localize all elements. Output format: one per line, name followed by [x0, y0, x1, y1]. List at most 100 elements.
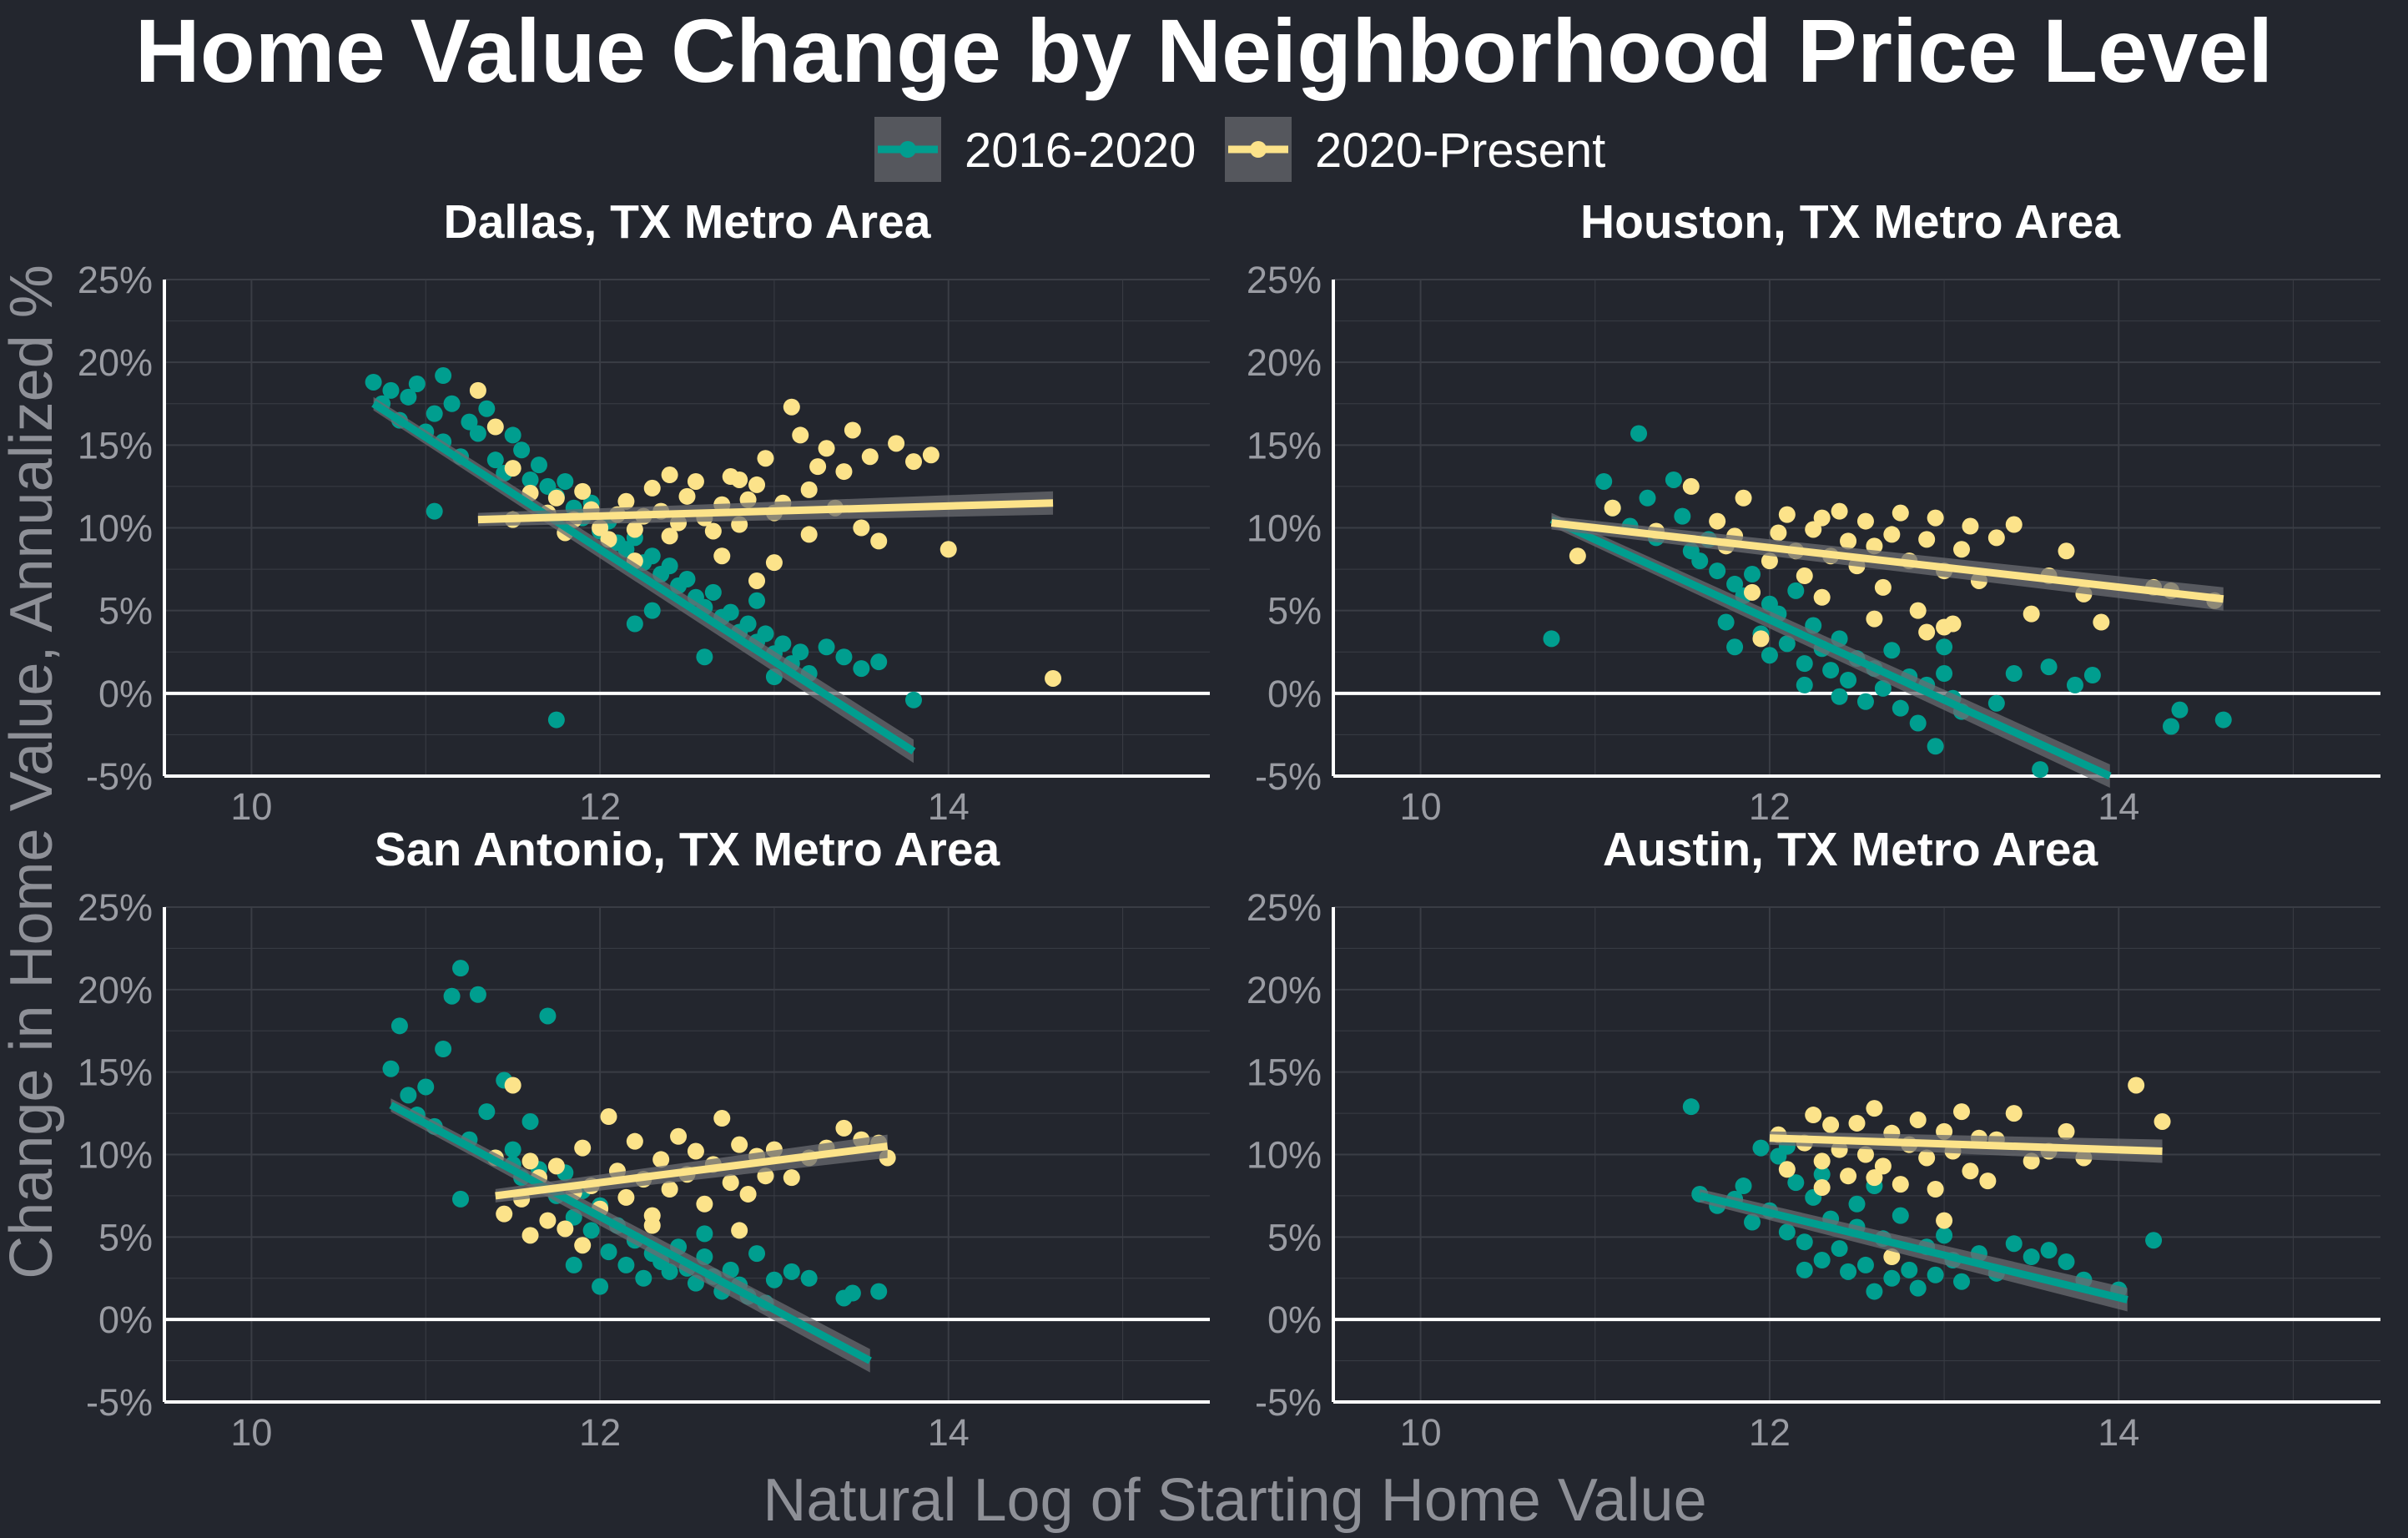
data-point [513, 441, 531, 459]
data-point [617, 1256, 635, 1273]
data-point [600, 1243, 617, 1261]
y-tick-label: -5% [86, 1381, 153, 1424]
data-point [1604, 499, 1621, 517]
data-point [1953, 541, 1970, 558]
data-point [1936, 1212, 1953, 1229]
data-point [1813, 1252, 1831, 1269]
data-point [547, 489, 565, 507]
data-point [1866, 1283, 1883, 1300]
data-point [800, 481, 818, 498]
data-point [1752, 630, 1770, 648]
data-point [1936, 618, 1953, 636]
data-point [574, 1237, 592, 1254]
x-tick-label: 12 [579, 1411, 621, 1454]
data-point [1778, 1223, 1796, 1241]
data-point [1822, 662, 1840, 679]
data-point [574, 482, 592, 500]
x-tick-label: 10 [230, 785, 272, 828]
trend-line-2020-present [495, 1142, 889, 1200]
y-tick-label: -5% [86, 755, 153, 798]
data-point [1796, 1261, 1813, 1278]
y-tick-label: 0% [1267, 1298, 1322, 1341]
data-point [652, 1151, 670, 1168]
data-point [496, 1205, 513, 1223]
data-point [1987, 529, 2005, 547]
data-point [469, 425, 486, 442]
data-point [574, 1139, 592, 1157]
data-point [2023, 1248, 2040, 1266]
trend-line-2020-present [1769, 1134, 2163, 1156]
data-point [670, 1127, 688, 1145]
data-point [582, 1222, 600, 1239]
data-point [696, 1225, 713, 1243]
data-point [835, 1119, 853, 1137]
data-point [2040, 658, 2058, 676]
data-point [661, 527, 678, 545]
panel-title: San Antonio, TX Metro Area [375, 823, 1001, 876]
data-point [547, 711, 565, 729]
data-point [1709, 562, 1726, 580]
data-point [504, 1077, 521, 1094]
data-point [1962, 1162, 1979, 1180]
facet-panels: -5% 0% 5% 10% 15% 20% 25% 10 12 14 Dallas, TX Metr… [78, 195, 2380, 1454]
y-tick-label: 25% [1247, 886, 1322, 929]
data-point [557, 472, 574, 490]
data-point [1787, 582, 1805, 599]
chart-title: Home Value Change by Neighborhood Price … [135, 0, 2274, 101]
data-point [1848, 1195, 1866, 1213]
data-point [1813, 1179, 1831, 1197]
data-point [2005, 1105, 2023, 1122]
panel-title: Houston, TX Metro Area [1580, 195, 2121, 249]
data-point [1045, 669, 1062, 687]
y-tick-label: 0% [98, 673, 153, 715]
data-point [1856, 693, 1874, 710]
legend-label-2016-2020: 2016-2020 [965, 124, 1196, 178]
facet-panel: -5% 0% 5% 10% 15% 20% 25% 10 12 14 Houston, TX Met… [1247, 195, 2380, 828]
data-point [731, 471, 748, 488]
data-point [870, 653, 888, 671]
data-point [1595, 472, 1613, 490]
data-point [643, 602, 661, 619]
data-point [435, 367, 452, 385]
data-point [774, 635, 792, 653]
y-tick-label: -5% [1255, 1381, 1322, 1424]
data-point [626, 521, 643, 538]
x-tick-label: 14 [928, 1411, 970, 1454]
data-point [617, 541, 635, 558]
data-point [1796, 567, 1813, 585]
data-point [678, 570, 696, 587]
data-point [486, 451, 504, 469]
y-axis-title: Change in Home Value, Annualized % [0, 265, 65, 1278]
data-point [1936, 1227, 1953, 1244]
data-point [2066, 676, 2083, 693]
data-point [521, 1112, 539, 1130]
x-tick-label: 12 [1749, 785, 1791, 828]
data-point [783, 1263, 800, 1280]
data-point [1866, 1169, 1883, 1187]
data-point [1813, 1152, 1831, 1170]
data-point [687, 472, 704, 490]
data-point [1874, 679, 1892, 697]
data-point [1856, 1146, 1874, 1163]
data-point [452, 960, 470, 977]
data-point [617, 1188, 635, 1206]
data-point [1909, 1279, 1927, 1297]
data-point [2214, 711, 2232, 729]
data-point [2005, 1235, 2023, 1253]
data-point [2005, 516, 2023, 533]
data-point [1936, 638, 1953, 656]
data-point [2171, 701, 2189, 719]
trend-line-2016-2020 [1699, 1192, 2128, 1304]
y-tick-label: 15% [78, 1051, 153, 1094]
data-point [1813, 509, 1831, 527]
data-point [2023, 605, 2040, 623]
y-tick-label: -5% [1255, 755, 1322, 798]
x-tick-label: 12 [1749, 1411, 1791, 1454]
data-point [1874, 1157, 1892, 1175]
data-point [521, 1152, 539, 1170]
y-tick-label: 5% [98, 590, 153, 633]
data-point [530, 456, 547, 474]
data-point [2058, 1253, 2075, 1270]
data-point [678, 487, 696, 505]
